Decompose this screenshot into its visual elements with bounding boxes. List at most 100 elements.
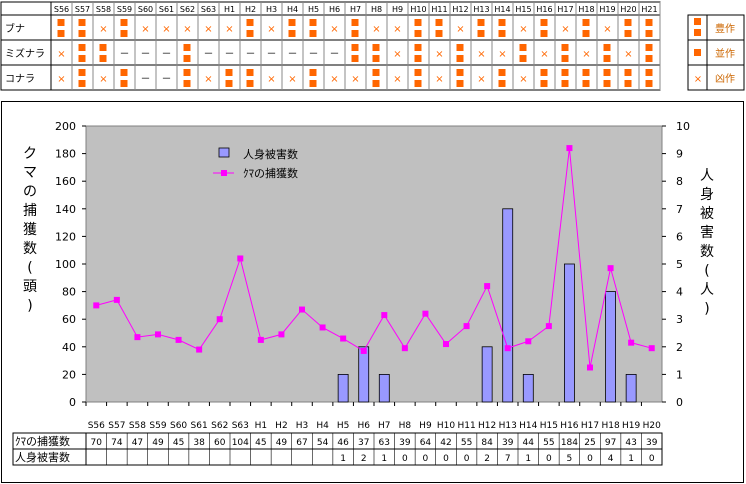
svg-text:(: (	[704, 263, 709, 279]
y2-tick-label: 5	[676, 258, 683, 271]
data-table-cell: 45	[255, 438, 266, 448]
x-tick-label: H11	[457, 421, 475, 431]
mast-good-mark	[288, 30, 296, 37]
capture-point	[134, 334, 141, 341]
mast-none-mark: －	[162, 49, 172, 60]
data-table-cell: 39	[399, 438, 411, 448]
mast-poor-mark: ×	[330, 74, 338, 85]
x-tick-label: H20	[643, 421, 661, 431]
capture-point	[299, 306, 305, 313]
mast-poor-mark: ×	[57, 49, 65, 60]
y-tick-label: 200	[55, 120, 76, 133]
mast-good-mark	[351, 55, 359, 62]
mast-good-mark	[435, 30, 443, 37]
mast-good-mark	[414, 30, 422, 37]
x-tick-label: H8	[399, 421, 412, 431]
mast-good-mark	[603, 44, 611, 51]
mast-none-mark: －	[330, 49, 340, 60]
data-table-row-label: 人身被害数	[15, 450, 70, 464]
mast-good-mark	[498, 19, 506, 26]
mast-good-mark	[540, 69, 548, 76]
mast-good-mark	[645, 30, 653, 37]
mast-good-mark	[78, 55, 86, 62]
legend-label-injury: 人身被害数	[243, 147, 298, 161]
mast-poor-mark: ×	[477, 49, 485, 60]
capture-point	[484, 283, 491, 290]
data-table-cell: 46	[337, 438, 349, 448]
x-tick-label: H18	[601, 421, 619, 431]
mast-none-mark: －	[225, 49, 235, 60]
mast-year-header: H13	[473, 5, 489, 14]
data-table-row-label: ｸﾏの捕獲数	[15, 434, 70, 448]
capture-series-line	[96, 148, 652, 368]
svg-text:): )	[704, 301, 709, 317]
x-tick-label: S57	[108, 421, 125, 431]
mast-good-mark	[645, 44, 653, 51]
mast-good-mark	[99, 44, 107, 51]
mast-good-mark	[540, 80, 548, 87]
x-tick-label: S61	[191, 421, 208, 431]
data-table-cell: 84	[481, 438, 493, 448]
capture-point	[422, 310, 429, 317]
svg-text:害: 害	[700, 225, 714, 241]
data-table-cell: 47	[132, 438, 143, 448]
capture-point	[278, 331, 285, 338]
mast-year-header: H11	[431, 5, 447, 14]
legend: 人身被害数 ｸﾏの捕獲数	[205, 143, 331, 185]
mast-good-mark	[561, 80, 569, 87]
legend-good-icon	[694, 18, 701, 25]
data-table-cell: 38	[193, 438, 205, 448]
mast-good-mark	[414, 80, 422, 87]
mast-good-mark	[183, 55, 191, 62]
data-table-cell: 43	[625, 438, 636, 448]
injury-bar	[378, 373, 390, 403]
mast-good-mark	[183, 69, 191, 76]
capture-point	[257, 336, 264, 343]
mast-year-header: H16	[536, 5, 552, 14]
x-tick-label: S62	[211, 421, 228, 431]
mast-good-mark	[582, 69, 590, 76]
injury-bar	[358, 346, 370, 403]
mast-good-mark	[78, 69, 86, 76]
data-table-cell: 7	[505, 454, 511, 464]
capture-point	[319, 324, 326, 331]
injury-bar	[605, 291, 616, 403]
x-tick-label: H5	[337, 421, 350, 431]
mast-good-mark	[645, 55, 653, 62]
mast-year-header: H19	[599, 5, 615, 14]
mast-poor-mark: ×	[288, 74, 296, 85]
capture-point	[175, 336, 182, 343]
mast-good-mark	[414, 55, 422, 62]
data-table-cell: 42	[440, 438, 451, 448]
x-tick-label: H15	[540, 421, 558, 431]
capture-point	[443, 341, 449, 348]
mast-row-label: ブナ	[5, 22, 25, 35]
data-table-cell: 45	[173, 438, 184, 448]
mast-year-header: H15	[515, 5, 531, 14]
svg-text:人: 人	[700, 282, 714, 298]
mast-good-mark	[624, 69, 632, 76]
svg-text:の: の	[23, 184, 37, 200]
capture-point	[401, 345, 408, 352]
mast-poor-mark: ×	[267, 74, 275, 85]
data-table-cell: 1	[525, 454, 531, 464]
y2-tick-label: 6	[676, 230, 683, 243]
mast-poor-mark: ×	[225, 24, 233, 35]
data-table-cell: 39	[646, 438, 658, 448]
capture-point	[545, 323, 552, 330]
x-tick-label: S58	[129, 421, 146, 431]
data-table-cell: 49	[276, 438, 288, 448]
mast-row-label: ミズナラ	[5, 47, 45, 60]
mast-good-mark	[225, 69, 233, 76]
mast-none-mark: －	[288, 49, 298, 60]
mast-good-mark	[414, 69, 422, 76]
mast-year-header: H17	[557, 5, 573, 14]
data-table-cell: 74	[111, 438, 123, 448]
x-tick-label: H13	[499, 421, 517, 431]
capture-point	[566, 145, 573, 152]
mast-good-mark	[183, 44, 191, 51]
mast-good-mark	[645, 69, 653, 76]
mast-poor-mark: ×	[351, 74, 359, 85]
mast-good-mark	[309, 30, 317, 37]
capture-point	[216, 316, 223, 323]
